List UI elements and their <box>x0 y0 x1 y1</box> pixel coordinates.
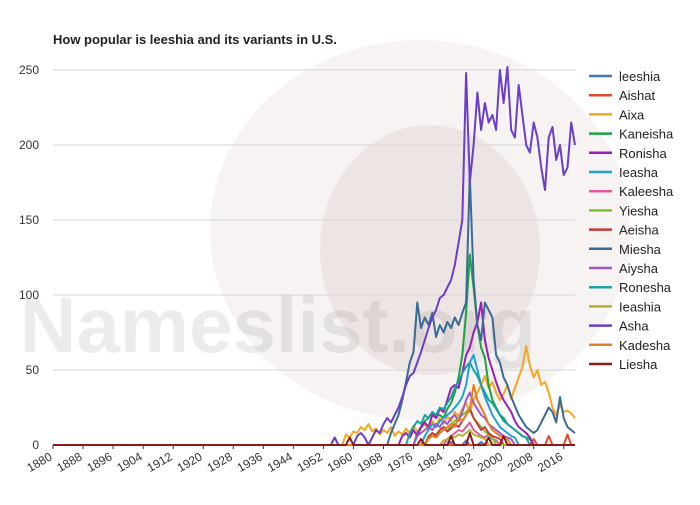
series-line-ronesha <box>53 361 575 446</box>
y-tick-label: 200 <box>19 138 39 152</box>
legend-label-yiesha: Yiesha <box>619 203 659 218</box>
series-line-ronisha <box>53 301 575 446</box>
legend-label-aishat: Aishat <box>619 88 656 103</box>
chart-title: How popular is leeshia and its variants … <box>53 32 337 47</box>
series-line-miesha <box>53 174 576 446</box>
series-lines <box>53 66 576 446</box>
grid-lines <box>53 69 575 371</box>
legend-label-ieashia: Ieashia <box>619 299 662 314</box>
y-tick-label: 0 <box>32 438 39 452</box>
legend-label-kadesha: Kadesha <box>619 338 671 353</box>
background-photo-face <box>320 125 540 375</box>
series-line-asha <box>53 66 576 446</box>
y-tick-label: 150 <box>19 213 39 227</box>
series-line-aiysha <box>53 391 575 446</box>
series-line-ieashia <box>53 429 575 446</box>
series-line-liesha <box>53 432 575 446</box>
legend-label-aeisha: Aeisha <box>619 223 660 238</box>
legend-label-aiysha: Aiysha <box>619 261 659 276</box>
legend-label-asha: Asha <box>619 319 649 334</box>
legend: leeshia Aishat Aixa Kaneisha Ronisha Ieasha Ka… <box>589 69 674 372</box>
series-line-kadesha <box>53 384 575 446</box>
y-tick-label: 250 <box>19 63 39 77</box>
y-tick-label: 100 <box>19 288 39 302</box>
legend-label-liesha: Liesha <box>619 357 658 372</box>
series-line-leeshia <box>53 439 575 446</box>
legend-label-kaleesha: Kaleesha <box>619 184 674 199</box>
legend-label-miesha: Miesha <box>619 242 662 257</box>
legend-label-kaneisha: Kaneisha <box>619 127 674 142</box>
legend-label-ieasha: Ieasha <box>619 165 659 180</box>
legend-label-ronesha: Ronesha <box>619 280 672 295</box>
legend-label-aixa: Aixa <box>619 107 645 122</box>
y-tick-label: 50 <box>26 363 40 377</box>
legend-label-ronisha: Ronisha <box>619 146 667 161</box>
legend-label-leeshia: leeshia <box>619 69 661 84</box>
